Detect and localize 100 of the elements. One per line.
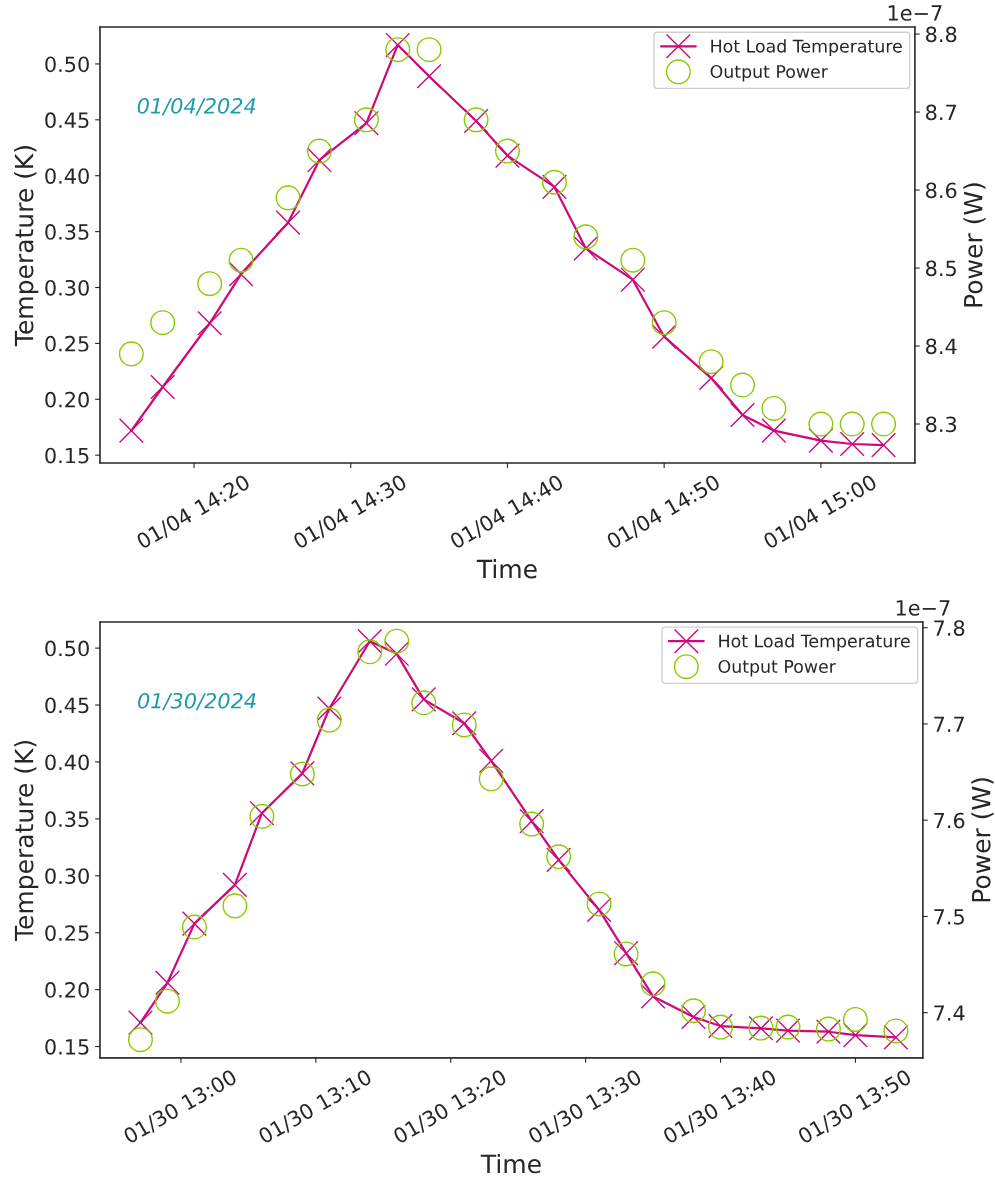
y-tick-label: 0.30	[45, 279, 89, 296]
point	[416, 63, 442, 89]
point	[222, 893, 248, 919]
y-axis-title: Temperature (K)	[14, 146, 39, 347]
point	[761, 395, 787, 421]
point	[883, 1024, 909, 1050]
point	[839, 431, 865, 457]
y2-tick-label: 7.7	[934, 716, 964, 732]
point	[275, 210, 301, 236]
y-tick-label: 0.35	[45, 224, 89, 240]
point	[871, 411, 897, 437]
point	[154, 988, 180, 1014]
point	[316, 695, 342, 721]
point	[357, 639, 383, 665]
point	[275, 185, 301, 211]
point	[839, 411, 865, 437]
point	[154, 970, 180, 996]
y2-tick-label: 7.6	[934, 812, 965, 829]
point	[385, 37, 411, 63]
y2-tick-label: 7.5	[934, 909, 964, 925]
point	[651, 324, 677, 350]
point	[127, 1027, 153, 1053]
point	[651, 310, 677, 336]
point	[222, 872, 248, 898]
point	[842, 1006, 868, 1032]
y2-tick-label: 8.6	[926, 182, 957, 199]
annotation: 01/04/2024	[137, 97, 256, 116]
y-tick-label: 0.50	[45, 640, 89, 657]
legend-label: Output Power	[710, 64, 828, 82]
point	[306, 147, 332, 173]
annotation: 01/30/2024	[138, 692, 256, 711]
legend-label: Hot Load Temperature	[719, 634, 910, 651]
point	[883, 1018, 909, 1044]
point	[640, 983, 666, 1009]
point	[384, 641, 410, 667]
point	[306, 138, 332, 164]
y2-axis-title: Power (W)	[971, 778, 994, 902]
point	[730, 402, 756, 428]
point	[478, 748, 504, 774]
point	[494, 143, 520, 169]
point	[871, 432, 897, 458]
point	[761, 418, 787, 444]
point	[541, 174, 567, 200]
point	[640, 971, 666, 997]
point	[228, 261, 254, 287]
point	[127, 1010, 153, 1036]
point	[478, 766, 504, 792]
point	[586, 897, 612, 923]
point	[842, 1022, 868, 1048]
y-tick-label: 0.15	[45, 447, 89, 464]
y-tick-label: 0.40	[45, 754, 89, 771]
point	[316, 707, 342, 733]
point	[494, 138, 520, 164]
y-tick-label: 0.25	[45, 335, 89, 352]
y-tick-label: 0.40	[45, 168, 89, 184]
point	[620, 267, 646, 293]
y-tick-label: 0.30	[45, 868, 89, 884]
point	[573, 235, 599, 261]
y-axis-title: Temperature (K)	[14, 740, 39, 942]
legend-label: Hot Load Temperature	[711, 39, 902, 56]
point	[197, 310, 223, 336]
point	[150, 310, 176, 336]
y-tick-label: 0.20	[45, 391, 89, 408]
point	[228, 247, 254, 273]
point	[118, 341, 144, 367]
y-tick-label: 0.15	[45, 1038, 89, 1055]
text: 1e−7	[888, 5, 942, 21]
y-tick-label: 0.50	[45, 56, 89, 73]
y-tick-label: 0.25	[45, 925, 89, 941]
x-axis-title: Time	[480, 1154, 541, 1174]
point	[730, 372, 756, 398]
text: 1e−7	[896, 600, 950, 616]
point	[698, 365, 724, 391]
point	[541, 169, 567, 195]
point	[118, 418, 144, 444]
y-tick-label: 0.35	[45, 811, 89, 828]
point	[385, 32, 411, 58]
point	[384, 628, 410, 654]
y2-tick-label: 7.8	[934, 620, 965, 636]
point	[681, 1004, 707, 1030]
point	[808, 428, 834, 454]
point	[357, 628, 383, 654]
point	[681, 998, 707, 1024]
point	[197, 271, 223, 297]
y2-tick-label: 7.4	[934, 1005, 965, 1021]
point	[620, 247, 646, 273]
point	[698, 349, 724, 375]
legend-label: Output Power	[718, 659, 836, 677]
y2-tick-label: 8.3	[926, 416, 957, 433]
point	[573, 224, 599, 250]
point	[150, 374, 176, 400]
y2-tick-label: 8.8	[926, 26, 957, 43]
point	[586, 891, 612, 917]
y2-tick-label: 8.5	[926, 260, 956, 277]
y-tick-label: 0.20	[45, 982, 89, 998]
y2-tick-label: 8.4	[926, 338, 957, 355]
y2-axis-title: Power (W)	[963, 183, 986, 307]
point	[808, 411, 834, 437]
x-axis-title: Time	[476, 559, 537, 579]
point	[416, 37, 442, 63]
